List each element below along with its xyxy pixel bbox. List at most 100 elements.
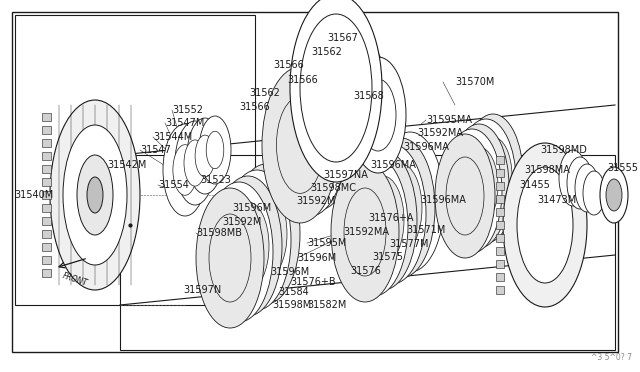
Ellipse shape	[280, 56, 355, 210]
Text: 31596MA: 31596MA	[403, 142, 449, 152]
Text: FRONT: FRONT	[61, 272, 89, 288]
Ellipse shape	[367, 138, 435, 278]
Bar	[496, 182, 504, 190]
Bar	[42, 139, 51, 147]
Ellipse shape	[214, 176, 282, 316]
Text: 31554: 31554	[158, 180, 189, 190]
Ellipse shape	[456, 119, 516, 243]
Ellipse shape	[517, 167, 573, 283]
Text: 31567: 31567	[327, 33, 358, 43]
Text: 31595M: 31595M	[307, 238, 346, 248]
Ellipse shape	[196, 188, 264, 328]
Ellipse shape	[187, 118, 223, 194]
Bar	[496, 260, 504, 268]
Ellipse shape	[175, 121, 215, 205]
Text: 31598M: 31598M	[272, 300, 311, 310]
Ellipse shape	[205, 182, 273, 322]
Text: 31596M: 31596M	[232, 203, 271, 213]
Ellipse shape	[349, 150, 417, 290]
Text: 31544M: 31544M	[153, 132, 192, 142]
Text: 31597N: 31597N	[183, 285, 221, 295]
Text: 31571M: 31571M	[406, 225, 445, 235]
Ellipse shape	[575, 164, 599, 212]
Bar	[42, 243, 51, 251]
Ellipse shape	[460, 147, 498, 225]
Ellipse shape	[163, 124, 207, 216]
Text: 31596M: 31596M	[297, 253, 336, 263]
Ellipse shape	[474, 137, 512, 215]
Ellipse shape	[206, 131, 224, 169]
Ellipse shape	[318, 33, 390, 185]
Bar	[496, 208, 504, 216]
Ellipse shape	[376, 132, 444, 272]
Ellipse shape	[227, 202, 269, 290]
Ellipse shape	[63, 125, 127, 265]
Ellipse shape	[600, 167, 628, 223]
Bar	[496, 286, 504, 294]
Bar	[15, 15, 255, 305]
Text: 31473M: 31473M	[537, 195, 576, 205]
Ellipse shape	[173, 145, 197, 195]
Text: 31596M: 31596M	[270, 267, 309, 277]
Text: 31570M: 31570M	[455, 77, 494, 87]
Text: 31568: 31568	[353, 91, 384, 101]
Ellipse shape	[271, 61, 347, 217]
Text: 31566: 31566	[273, 60, 304, 70]
Text: 31576: 31576	[350, 266, 381, 276]
Text: 31547: 31547	[140, 145, 171, 155]
Text: 31542M: 31542M	[107, 160, 147, 170]
Ellipse shape	[340, 156, 408, 296]
Text: 31523: 31523	[200, 175, 231, 185]
Ellipse shape	[223, 170, 291, 310]
Bar	[120, 155, 615, 350]
Text: 31555: 31555	[607, 163, 638, 173]
Text: 31547M: 31547M	[165, 118, 204, 128]
Text: 31582M: 31582M	[307, 300, 346, 310]
Ellipse shape	[380, 164, 422, 252]
Ellipse shape	[331, 162, 399, 302]
Ellipse shape	[583, 171, 605, 215]
Ellipse shape	[232, 164, 300, 304]
Text: 31597NA: 31597NA	[323, 170, 368, 180]
Ellipse shape	[360, 79, 396, 151]
Text: 31595MA: 31595MA	[426, 115, 472, 125]
Bar	[496, 221, 504, 229]
Bar	[42, 191, 51, 199]
Text: 31584: 31584	[278, 287, 308, 297]
Ellipse shape	[308, 39, 381, 191]
Text: 31596MA: 31596MA	[420, 195, 466, 205]
Text: 31566: 31566	[239, 102, 269, 112]
Ellipse shape	[503, 143, 587, 307]
Bar	[42, 165, 51, 173]
Bar	[496, 234, 504, 242]
Text: 31540M: 31540M	[14, 190, 53, 200]
Bar	[496, 156, 504, 164]
Ellipse shape	[463, 114, 523, 238]
Ellipse shape	[606, 179, 622, 211]
Text: 31562: 31562	[311, 47, 342, 57]
Ellipse shape	[313, 74, 359, 169]
Text: 31576+B: 31576+B	[290, 277, 335, 287]
Bar	[42, 269, 51, 277]
Text: 31598MC: 31598MC	[310, 183, 356, 193]
Ellipse shape	[199, 116, 231, 184]
Bar	[42, 152, 51, 160]
Text: 31566: 31566	[287, 75, 317, 85]
Ellipse shape	[358, 144, 426, 284]
Ellipse shape	[344, 188, 386, 276]
Ellipse shape	[300, 14, 372, 162]
Bar	[42, 126, 51, 134]
Ellipse shape	[332, 62, 376, 156]
Ellipse shape	[446, 157, 484, 235]
Ellipse shape	[435, 134, 495, 258]
Text: 31592M: 31592M	[296, 196, 335, 206]
Text: 31455: 31455	[519, 180, 550, 190]
Text: 31575: 31575	[372, 252, 403, 262]
Text: 31562: 31562	[249, 88, 280, 98]
Bar	[42, 113, 51, 121]
Bar	[496, 273, 504, 281]
Text: 31552: 31552	[172, 105, 203, 115]
Text: 31577M: 31577M	[389, 239, 429, 249]
Ellipse shape	[300, 45, 372, 198]
Text: 31598MB: 31598MB	[196, 228, 242, 238]
